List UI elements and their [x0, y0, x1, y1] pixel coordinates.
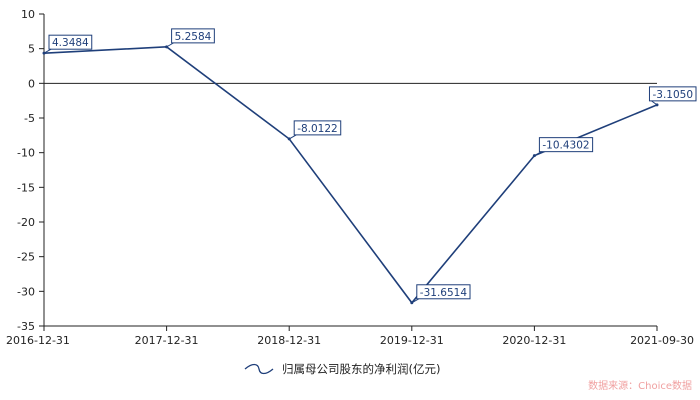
- legend-label: 归属母公司股东的净利润(亿元): [282, 362, 441, 376]
- data-label-text: -8.0122: [297, 123, 338, 135]
- y-tick-label: 10: [21, 8, 35, 21]
- data-label-leader: [166, 42, 174, 48]
- data-label-box: [48, 34, 93, 50]
- data-labels: 4.3484 5.2584 -8.0122 -31.6514 -10.4302 -3.10…: [43, 28, 697, 304]
- x-tick-label: 2016-12-31: [6, 334, 70, 347]
- y-axis: 10 5 0 -5 -10 -15 -20 -25 -30 -35: [17, 8, 45, 333]
- data-label-text: 5.2584: [175, 31, 212, 43]
- y-tick-label: -25: [17, 251, 35, 264]
- y-tick-label: -20: [17, 216, 35, 229]
- y-tick-label: 0: [28, 77, 35, 90]
- data-label-text: -10.4302: [542, 140, 589, 152]
- x-tick-label: 2019-12-31: [380, 334, 444, 347]
- series-polyline: [43, 46, 658, 305]
- series-line: [42, 45, 659, 305]
- y-tick-label: 5: [28, 43, 35, 56]
- x-tick-label: 2020-12-31: [502, 334, 566, 347]
- data-label-leader: [651, 100, 658, 106]
- data-label-box: [538, 137, 594, 153]
- y-tick-label: -10: [17, 147, 35, 160]
- y-tick-label: -15: [17, 181, 35, 194]
- data-label-text: -31.6514: [420, 287, 468, 299]
- data-label: 5.2584: [166, 28, 215, 48]
- data-label: -3.1050: [648, 86, 697, 106]
- y-tick-label: -30: [17, 285, 35, 298]
- data-label-box: [293, 120, 342, 136]
- x-tick-label: 2018-12-31: [257, 334, 321, 347]
- data-label-text: 4.3484: [52, 37, 89, 49]
- data-label-leader: [411, 298, 420, 304]
- data-label-box: [416, 284, 471, 300]
- data-label-box: [171, 28, 215, 44]
- legend-line-icon: [244, 363, 274, 375]
- x-tick-label: 2021-09-30: [630, 334, 694, 347]
- source-note: 数据来源：Choice数据: [588, 381, 692, 392]
- x-tick-label: 2017-12-31: [135, 334, 199, 347]
- data-label-text: -3.1050: [652, 89, 693, 101]
- data-label-leader: [534, 151, 542, 157]
- y-tick-label: -5: [24, 112, 35, 125]
- x-axis: 2016-12-31 2017-12-31 2018-12-31 2019-12-31…: [6, 82, 694, 347]
- data-label: -31.6514: [411, 284, 471, 304]
- data-label: -10.4302: [534, 137, 594, 157]
- data-label: -8.0122: [288, 120, 342, 140]
- legend: 归属母公司股东的净利润(亿元): [244, 360, 440, 378]
- data-label: 4.3484: [43, 34, 93, 54]
- data-label-box: [648, 86, 697, 102]
- y-tick-label: -35: [17, 320, 35, 333]
- data-label-leader: [288, 134, 297, 140]
- data-label-leader: [43, 48, 52, 54]
